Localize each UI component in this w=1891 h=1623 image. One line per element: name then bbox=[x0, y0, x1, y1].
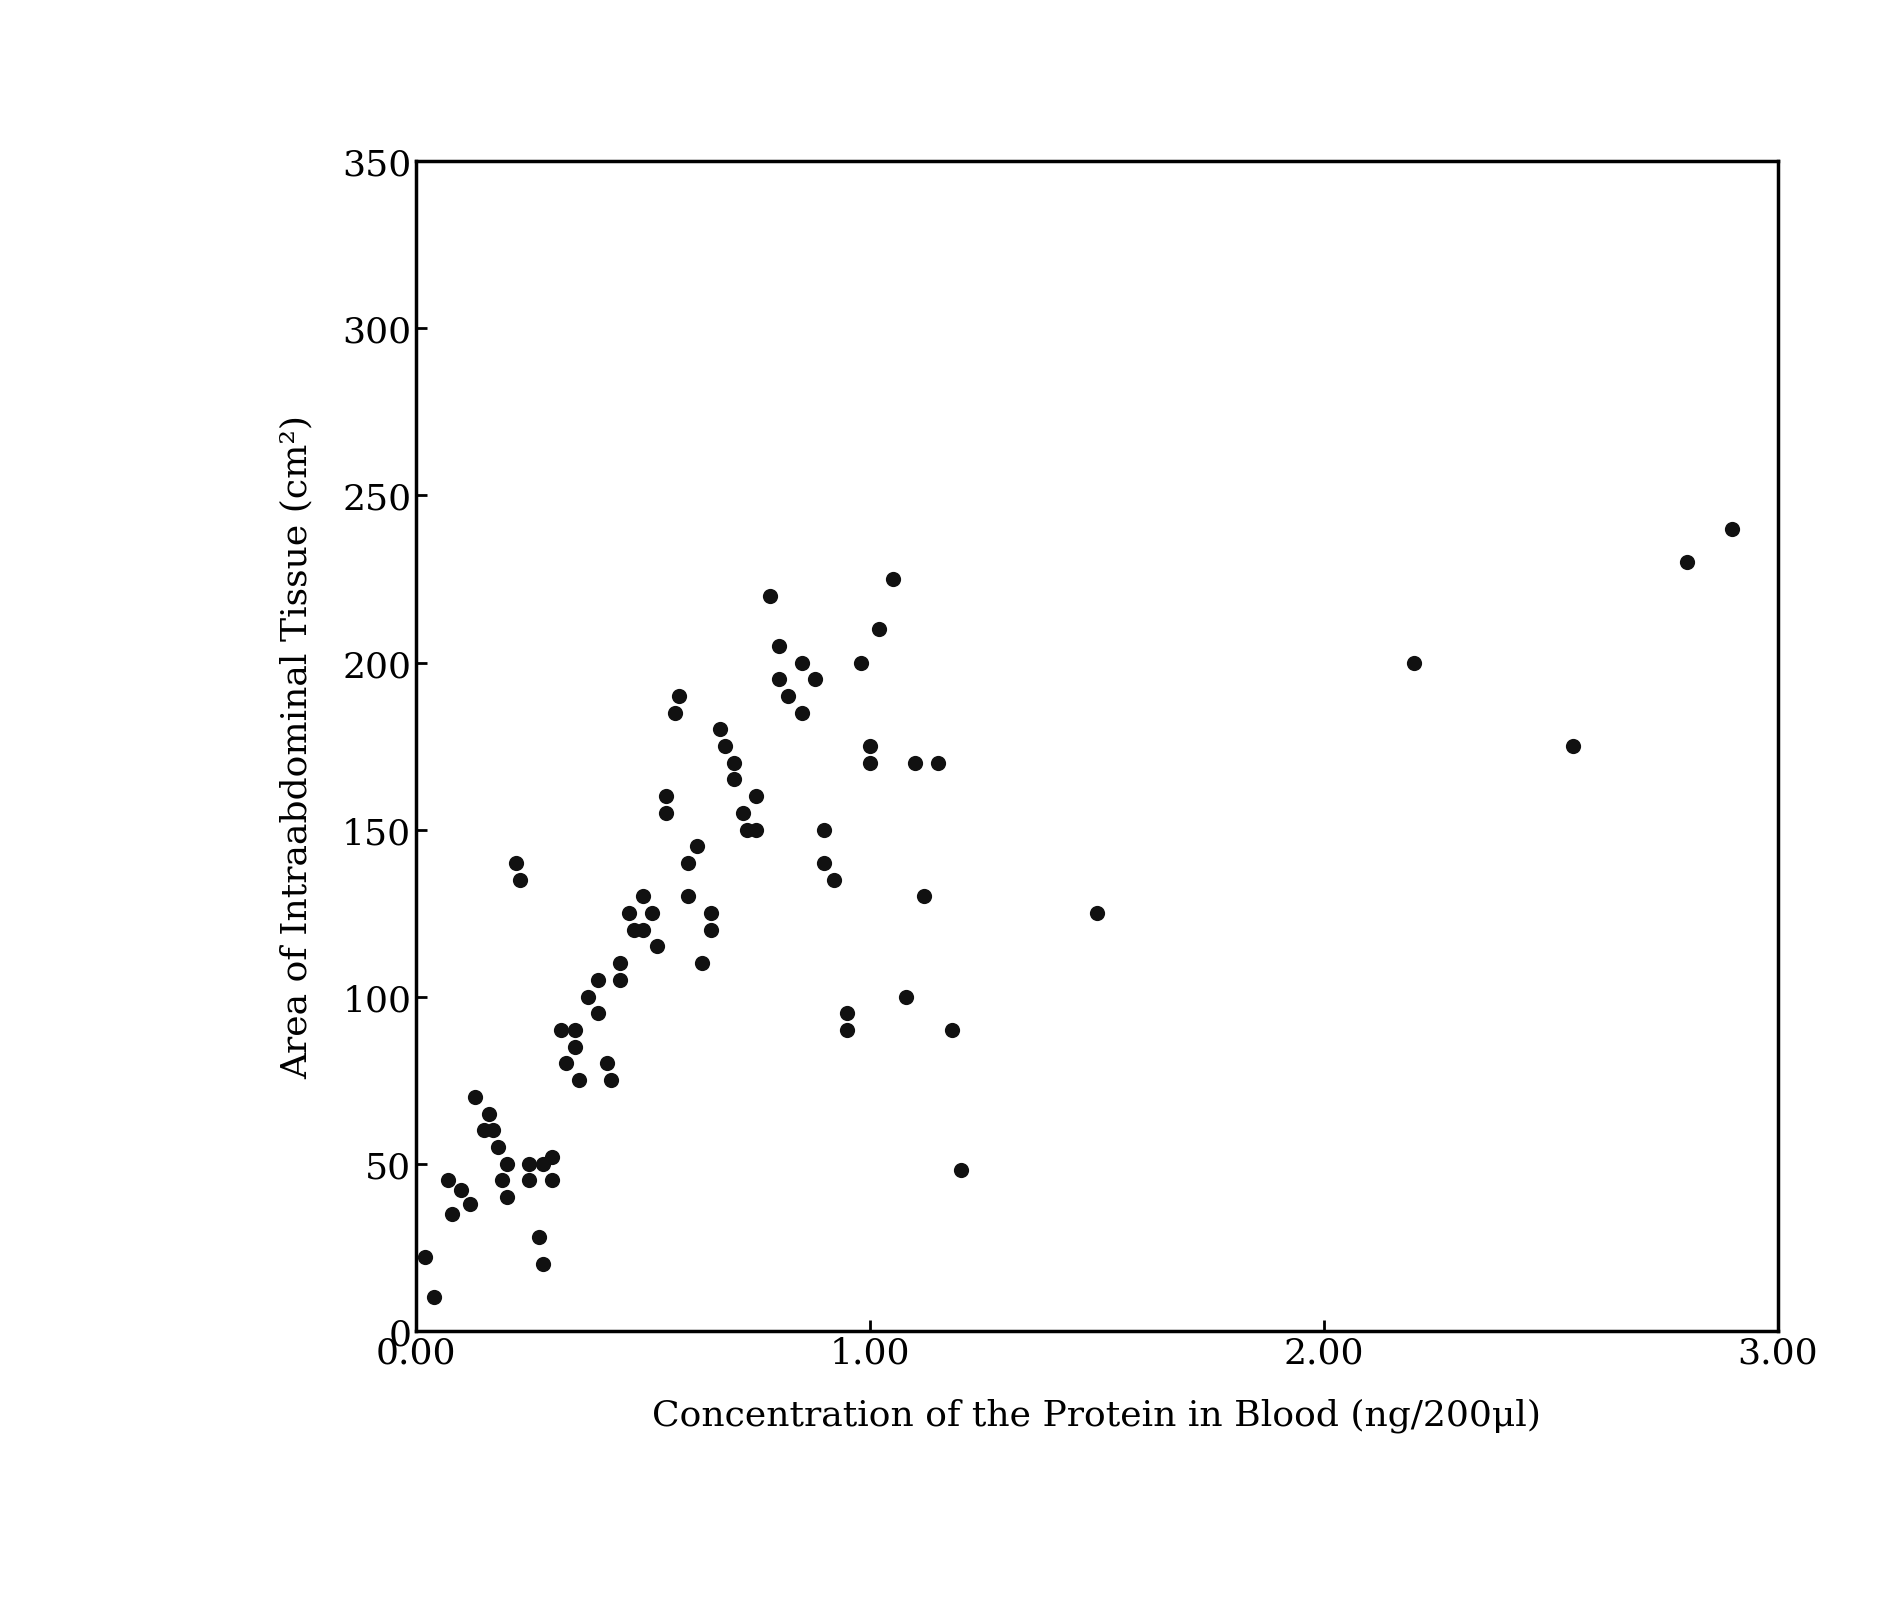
Point bbox=[719, 768, 749, 794]
Point bbox=[469, 1118, 499, 1144]
Point bbox=[946, 1157, 976, 1183]
Point bbox=[664, 683, 694, 709]
Point bbox=[877, 566, 908, 592]
Point bbox=[546, 1018, 577, 1044]
Point bbox=[492, 1151, 522, 1177]
Point bbox=[582, 1001, 613, 1027]
Point bbox=[673, 850, 703, 876]
Point bbox=[478, 1118, 509, 1144]
Point bbox=[728, 800, 758, 826]
Point bbox=[936, 1018, 966, 1044]
Point bbox=[832, 1018, 862, 1044]
Point bbox=[845, 651, 876, 677]
Point bbox=[686, 951, 717, 977]
Point bbox=[651, 800, 681, 826]
Point bbox=[923, 750, 953, 776]
Point bbox=[732, 816, 762, 842]
Point bbox=[864, 617, 894, 643]
Point bbox=[528, 1251, 558, 1277]
Point bbox=[809, 850, 840, 876]
Point bbox=[618, 917, 649, 943]
Point bbox=[582, 967, 613, 993]
Point bbox=[460, 1084, 490, 1110]
Point bbox=[809, 816, 840, 842]
Point bbox=[741, 816, 772, 842]
Point bbox=[787, 651, 817, 677]
Point bbox=[501, 850, 531, 876]
Point bbox=[505, 867, 535, 893]
Point bbox=[446, 1178, 477, 1204]
Point bbox=[473, 1100, 503, 1126]
Point bbox=[524, 1224, 554, 1250]
Point bbox=[741, 784, 772, 810]
Point bbox=[1672, 550, 1702, 576]
Point bbox=[900, 750, 930, 776]
Point bbox=[755, 583, 785, 609]
Point bbox=[1082, 901, 1112, 927]
Point bbox=[651, 784, 681, 810]
Point bbox=[787, 700, 817, 725]
Point bbox=[773, 683, 804, 709]
Point bbox=[719, 750, 749, 776]
Point bbox=[641, 933, 671, 959]
Point bbox=[696, 917, 726, 943]
Point bbox=[564, 1068, 594, 1094]
Point bbox=[437, 1201, 467, 1227]
Point bbox=[855, 734, 885, 760]
Point bbox=[910, 885, 940, 911]
Point bbox=[560, 1034, 590, 1060]
Point bbox=[705, 717, 736, 743]
Point bbox=[764, 633, 794, 659]
Point bbox=[488, 1167, 518, 1193]
Point bbox=[433, 1167, 463, 1193]
Point bbox=[592, 1050, 622, 1076]
Point bbox=[709, 734, 739, 760]
Point bbox=[456, 1191, 486, 1217]
Point bbox=[637, 901, 668, 927]
Point bbox=[819, 867, 849, 893]
Point bbox=[537, 1167, 567, 1193]
Point bbox=[537, 1144, 567, 1170]
Point bbox=[1558, 734, 1588, 760]
Point bbox=[514, 1151, 545, 1177]
Point bbox=[492, 1185, 522, 1211]
Point bbox=[615, 901, 645, 927]
Point bbox=[832, 1001, 862, 1027]
Point bbox=[1717, 516, 1747, 542]
Point bbox=[514, 1167, 545, 1193]
Point bbox=[605, 967, 635, 993]
Point bbox=[560, 1018, 590, 1044]
Point bbox=[605, 951, 635, 977]
Point bbox=[891, 984, 921, 1010]
Point bbox=[660, 700, 690, 725]
Point bbox=[528, 1151, 558, 1177]
Y-axis label: Area of Intraabdominal Tissue (cm²): Area of Intraabdominal Tissue (cm²) bbox=[280, 415, 314, 1078]
Point bbox=[550, 1050, 581, 1076]
Point bbox=[764, 667, 794, 693]
Point bbox=[696, 901, 726, 927]
Point bbox=[855, 750, 885, 776]
Point bbox=[800, 667, 830, 693]
Point bbox=[410, 1245, 441, 1271]
Point bbox=[683, 834, 713, 860]
X-axis label: Concentration of the Protein in Blood (ng/200μl): Concentration of the Protein in Blood (n… bbox=[652, 1397, 1541, 1431]
Point bbox=[628, 917, 658, 943]
Point bbox=[596, 1068, 626, 1094]
Point bbox=[573, 984, 603, 1010]
Point bbox=[1399, 651, 1430, 677]
Point bbox=[420, 1284, 450, 1310]
Point bbox=[482, 1134, 512, 1160]
Point bbox=[673, 885, 703, 911]
Point bbox=[628, 885, 658, 911]
